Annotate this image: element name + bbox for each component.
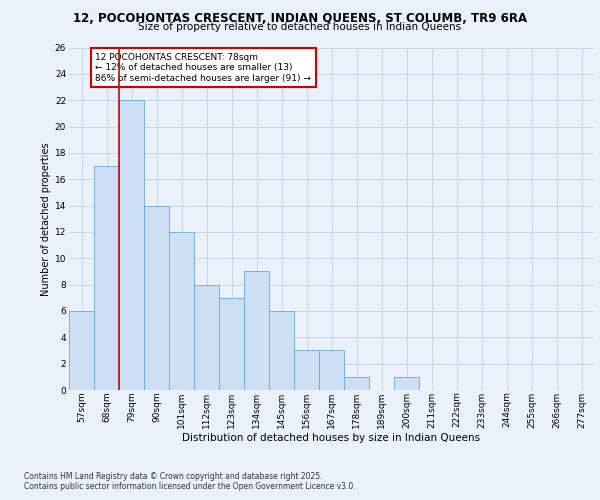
Text: 12 POCOHONTAS CRESCENT: 78sqm
← 12% of detached houses are smaller (13)
86% of s: 12 POCOHONTAS CRESCENT: 78sqm ← 12% of d… [95, 53, 311, 82]
Bar [319, 350, 344, 390]
Bar [294, 350, 319, 390]
Y-axis label: Number of detached properties: Number of detached properties [41, 142, 50, 296]
Bar [194, 284, 219, 390]
X-axis label: Distribution of detached houses by size in Indian Queens: Distribution of detached houses by size … [182, 434, 481, 444]
Bar [144, 206, 169, 390]
Text: Contains public sector information licensed under the Open Government Licence v3: Contains public sector information licen… [24, 482, 356, 491]
Bar [169, 232, 194, 390]
Bar [244, 272, 269, 390]
Bar [69, 311, 94, 390]
Text: Contains HM Land Registry data © Crown copyright and database right 2025.: Contains HM Land Registry data © Crown c… [24, 472, 323, 481]
Bar [394, 377, 419, 390]
Bar [94, 166, 119, 390]
Bar [269, 311, 294, 390]
Bar [344, 377, 369, 390]
Bar [219, 298, 244, 390]
Bar [119, 100, 144, 390]
Text: 12, POCOHONTAS CRESCENT, INDIAN QUEENS, ST COLUMB, TR9 6RA: 12, POCOHONTAS CRESCENT, INDIAN QUEENS, … [73, 12, 527, 24]
Text: Size of property relative to detached houses in Indian Queens: Size of property relative to detached ho… [139, 22, 461, 32]
